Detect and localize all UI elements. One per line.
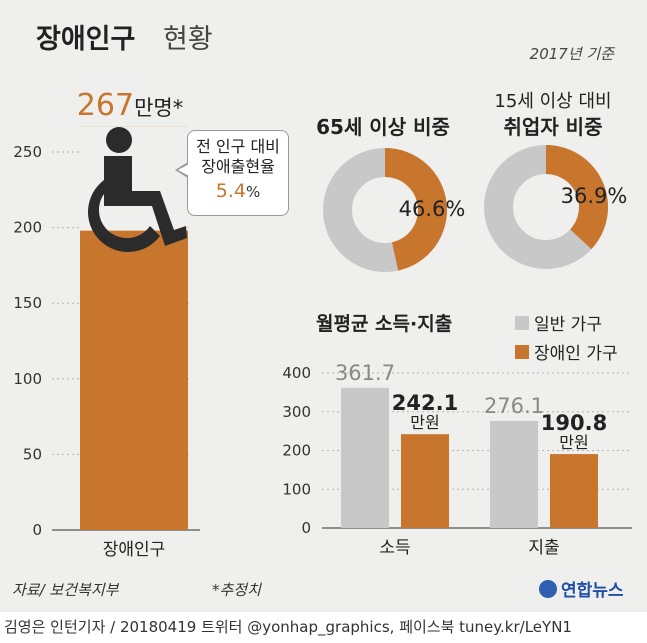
- donut-employment-title-line2: 취업자 비중: [504, 115, 603, 139]
- page-title: 장애인구: [36, 24, 135, 55]
- y-tick-label: 300: [282, 403, 311, 421]
- donut-age65-title: 65세 이상 비중: [316, 115, 450, 139]
- x-tick-label: 소득: [379, 538, 410, 558]
- y-tick-label: 200: [13, 219, 42, 237]
- data-label-disabled: 190.8: [541, 411, 607, 435]
- donut-chart-age65: [323, 148, 448, 272]
- yonhap-logo: 연합뉴스: [539, 580, 624, 601]
- x-tick-label: 장애인구: [103, 540, 166, 560]
- prevalence-callout: 전 인구 대비 장애출현율 5.4%: [187, 130, 289, 216]
- callout-line1: 전 인구 대비: [196, 137, 280, 156]
- y-tick-label: 100: [13, 370, 42, 388]
- y-tick-label: 200: [282, 442, 311, 460]
- legend-label-disabled: 장애인 가구: [534, 344, 618, 364]
- data-label-general: 276.1: [484, 394, 544, 418]
- legend-swatch-disabled: [515, 345, 529, 359]
- data-label-unit: 만원: [559, 433, 588, 452]
- population-value-number: 267: [77, 88, 134, 123]
- infographic-canvas: 장애인구 현황 2017년 기준 0 50 100 150 200 250 장애인구 267…: [12, 24, 632, 601]
- y-tick-label: 250: [13, 143, 42, 161]
- callout-value: 5.4%: [188, 177, 288, 206]
- bar-general: [490, 421, 538, 528]
- source-note: 자료/ 보건복지부: [12, 581, 120, 599]
- y-tick-label: 50: [23, 445, 42, 463]
- infographic-panel: 장애인구 현황 2017년 기준 0 50 100 150 200 250 장애인구 267…: [0, 0, 647, 612]
- y-tick-label: 0: [32, 521, 42, 539]
- data-label-unit: 만원: [410, 413, 439, 432]
- credit-line: 김영은 인턴기자 / 20180419 트위터 @yonhap_graphics…: [0, 612, 647, 643]
- y-tick-label: 100: [282, 480, 311, 498]
- bar-general: [341, 387, 389, 528]
- callout-line2: 장애출현율: [201, 157, 275, 176]
- year-note: 2017년 기준: [530, 45, 616, 63]
- bar-disabled: [550, 454, 598, 528]
- bar-disabled: [401, 434, 449, 528]
- donut-employment-title-line1: 15세 이상 대비: [494, 91, 611, 112]
- yonhap-logo-mark: [539, 580, 557, 598]
- chart-legend: 일반 가구 장애인 가구: [515, 315, 618, 364]
- legend-swatch-general: [515, 316, 529, 330]
- donut-employment-value: 36.9%: [561, 184, 628, 208]
- y-tick-label: 400: [282, 364, 311, 382]
- population-value-label: 267만명*: [77, 88, 183, 123]
- wheelchair-icon: [88, 127, 187, 252]
- donut-chart-employment: [484, 145, 608, 269]
- data-label-disabled: 242.1: [392, 391, 458, 415]
- population-value-unit: 만명*: [134, 96, 183, 120]
- y-tick-label: 0: [301, 519, 311, 537]
- donut-age65-value: 46.6%: [399, 197, 466, 221]
- data-label-general: 361.7: [335, 361, 395, 385]
- donut-slice: [385, 148, 448, 271]
- y-tick-label: 150: [13, 294, 42, 312]
- page-title-suffix: 현황: [163, 24, 213, 55]
- legend-label-general: 일반 가구: [534, 315, 602, 335]
- x-tick-label: 지출: [528, 538, 559, 558]
- yonhap-logo-text: 연합뉴스: [561, 580, 624, 601]
- income-chart-title: 월평균 소득·지출: [316, 313, 452, 335]
- callout-value-unit: %: [245, 183, 261, 201]
- estimate-note: *추정치: [212, 581, 262, 599]
- callout-tail-inner: [178, 164, 189, 176]
- donut-slice: [546, 145, 608, 250]
- callout-value-number: 5.4: [215, 180, 246, 202]
